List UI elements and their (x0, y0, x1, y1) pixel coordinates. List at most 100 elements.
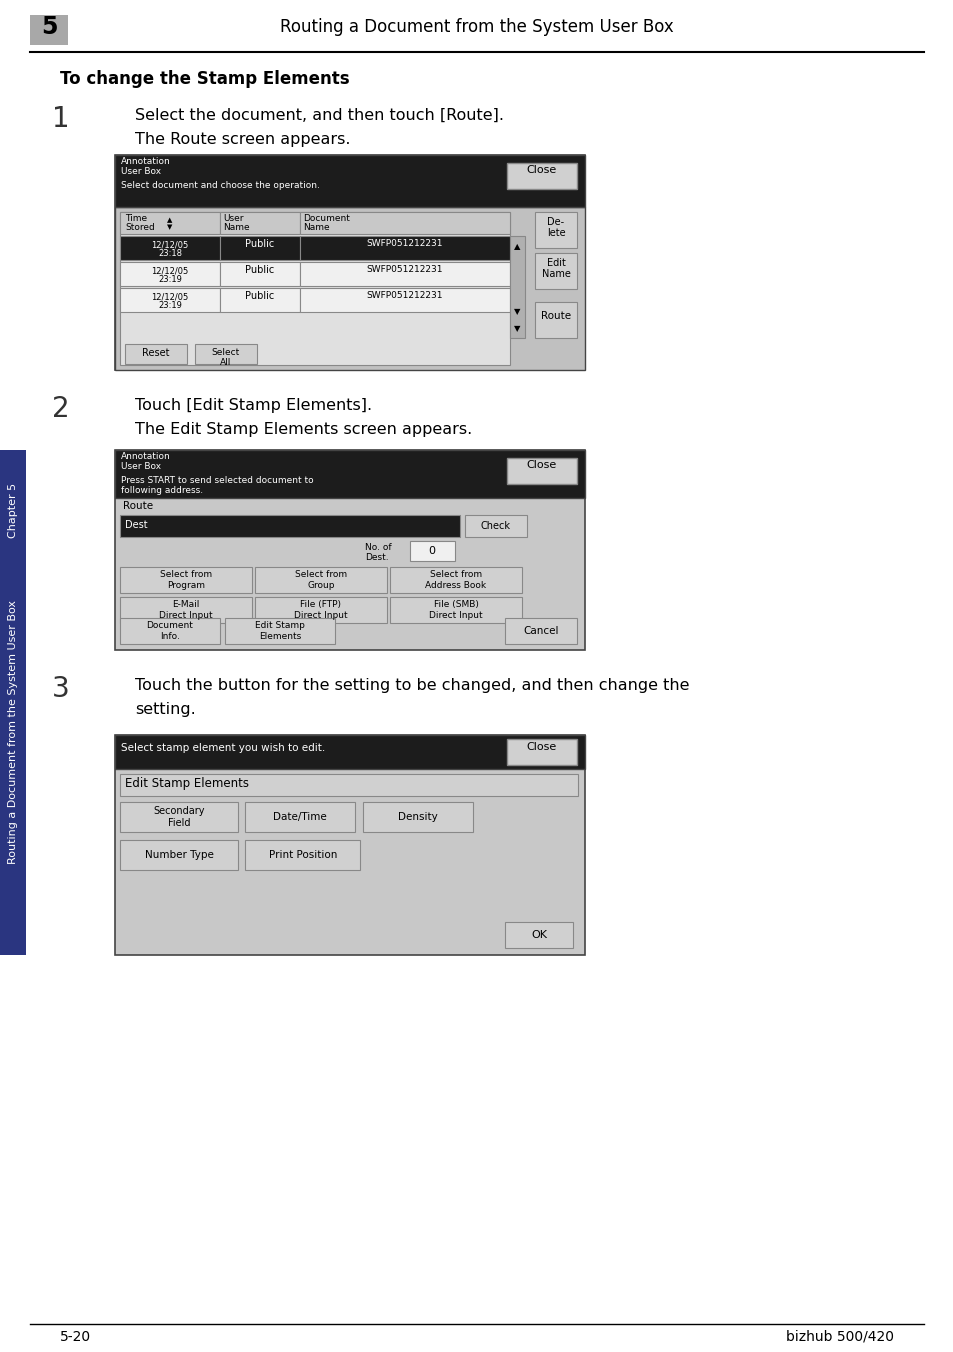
Bar (390, 566, 521, 594)
Text: ▼: ▼ (514, 307, 519, 316)
Text: Route: Route (123, 502, 153, 511)
Text: Close: Close (526, 460, 557, 470)
Text: ▲: ▲ (514, 242, 519, 251)
Bar (535, 212, 577, 247)
Bar (120, 840, 237, 869)
Text: E-Mail
Direct Input: E-Mail Direct Input (159, 600, 213, 619)
Text: Time: Time (125, 214, 147, 223)
Text: Name: Name (541, 269, 570, 279)
Bar (120, 802, 237, 831)
Text: ▼: ▼ (514, 324, 519, 333)
Text: Select document and choose the operation.: Select document and choose the operation… (121, 181, 319, 191)
Bar (120, 618, 220, 644)
Bar (535, 253, 577, 289)
Text: User Box: User Box (121, 168, 161, 176)
Bar (506, 164, 577, 189)
Text: Edit Stamp Elements: Edit Stamp Elements (125, 777, 249, 790)
Bar (120, 262, 220, 287)
Text: 23:19: 23:19 (158, 301, 182, 310)
Bar (299, 262, 510, 287)
Text: 5: 5 (41, 15, 57, 39)
Bar (120, 773, 578, 796)
Text: File (SMB)
Direct Input: File (SMB) Direct Input (429, 600, 482, 619)
Text: Routing a Document from the System User Box: Routing a Document from the System User … (280, 18, 673, 37)
Text: Touch the button for the setting to be changed, and then change the: Touch the button for the setting to be c… (135, 677, 689, 694)
Bar (504, 922, 573, 948)
Text: The Route screen appears.: The Route screen appears. (135, 132, 350, 147)
Text: 5-20: 5-20 (60, 1330, 91, 1344)
Text: Select from
Program: Select from Program (160, 571, 212, 589)
Bar (299, 212, 510, 234)
Text: User Box: User Box (121, 462, 161, 470)
Bar (125, 343, 187, 364)
Text: 23:19: 23:19 (158, 274, 182, 284)
Text: Select from
Group: Select from Group (294, 571, 347, 589)
Bar (115, 207, 584, 370)
Text: SWFP051212231: SWFP051212231 (366, 265, 443, 274)
Bar (510, 237, 524, 338)
Bar (506, 458, 577, 484)
Text: Document
Info.: Document Info. (147, 622, 193, 641)
Text: Close: Close (526, 742, 557, 752)
Bar (363, 802, 473, 831)
Text: Touch [Edit Stamp Elements].: Touch [Edit Stamp Elements]. (135, 397, 372, 412)
Text: SWFP051212231: SWFP051212231 (366, 292, 443, 300)
Bar (464, 515, 526, 537)
Text: Select stamp element you wish to edit.: Select stamp element you wish to edit. (121, 744, 325, 753)
Text: Annotation: Annotation (121, 452, 171, 461)
Text: Public: Public (245, 265, 274, 274)
Bar (120, 598, 252, 623)
Text: The Edit Stamp Elements screen appears.: The Edit Stamp Elements screen appears. (135, 422, 472, 437)
Bar (390, 598, 521, 623)
Text: 12/12/05: 12/12/05 (152, 266, 189, 274)
Text: Dest: Dest (125, 521, 148, 530)
Bar (299, 237, 510, 260)
Text: 0: 0 (428, 546, 435, 556)
Bar (220, 288, 299, 312)
Bar (254, 566, 387, 594)
Text: Document: Document (303, 214, 350, 223)
Bar (220, 262, 299, 287)
Text: 23:18: 23:18 (158, 249, 182, 258)
Bar (254, 598, 387, 623)
Text: Public: Public (245, 239, 274, 249)
Bar (120, 515, 459, 537)
Text: Reset: Reset (142, 347, 170, 358)
Text: File (FTP)
Direct Input: File (FTP) Direct Input (294, 600, 348, 619)
Bar (120, 566, 252, 594)
Text: User: User (223, 214, 243, 223)
Text: Close: Close (526, 165, 557, 174)
Bar (504, 618, 577, 644)
Text: No. of: No. of (365, 544, 392, 552)
Text: Public: Public (245, 291, 274, 301)
Text: To change the Stamp Elements: To change the Stamp Elements (60, 70, 349, 88)
Bar (115, 735, 584, 955)
Text: SWFP051212231: SWFP051212231 (366, 239, 443, 249)
Bar (225, 618, 335, 644)
Text: 12/12/05: 12/12/05 (152, 292, 189, 301)
Text: Name: Name (223, 223, 250, 233)
Text: Dest.: Dest. (365, 553, 388, 562)
Text: following address.: following address. (121, 485, 203, 495)
Bar (115, 735, 584, 769)
Text: Secondary
Field: Secondary Field (153, 806, 205, 827)
Text: Density: Density (397, 813, 437, 822)
Text: 2: 2 (52, 395, 70, 423)
Bar (0, 450, 26, 955)
Text: setting.: setting. (135, 702, 195, 717)
Text: 1: 1 (52, 105, 70, 132)
Text: 3: 3 (52, 675, 70, 703)
Bar (220, 212, 299, 234)
Text: Edit Stamp
Elements: Edit Stamp Elements (254, 622, 305, 641)
Bar (245, 840, 359, 869)
Text: Select the document, and then touch [Route].: Select the document, and then touch [Rou… (135, 108, 503, 123)
Bar (115, 155, 584, 370)
Bar (506, 740, 577, 765)
Text: Edit: Edit (546, 258, 565, 268)
Text: 12/12/05: 12/12/05 (152, 241, 189, 249)
Text: Date/Time: Date/Time (273, 813, 327, 822)
Text: Select from
Address Book: Select from Address Book (425, 571, 486, 589)
Text: lete: lete (546, 228, 565, 238)
Bar (535, 301, 577, 338)
Text: Route: Route (540, 311, 571, 320)
